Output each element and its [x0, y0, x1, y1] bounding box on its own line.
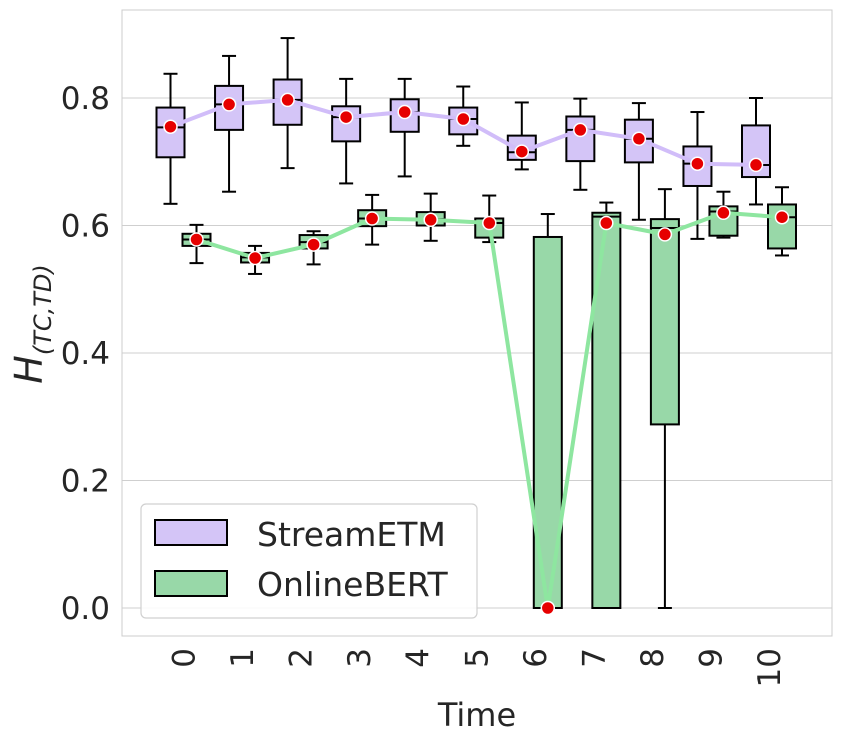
- x-tick-label: 3: [342, 648, 378, 668]
- box-streametm-6: [506, 101, 537, 171]
- x-tick-label: 7: [576, 648, 612, 668]
- mean-marker: [221, 97, 237, 112]
- mean-points-streametm: [163, 92, 764, 173]
- y-tick-label: 0.0: [61, 591, 110, 627]
- box-streametm-1: [214, 54, 245, 193]
- x-tick-label: 10: [752, 648, 788, 687]
- mean-marker: [423, 212, 438, 228]
- legend-swatch-streametm: [154, 519, 228, 546]
- x-tick-label: 5: [459, 648, 495, 668]
- y-axis-title: H(TC,TD): [7, 264, 57, 384]
- mean-marker: [364, 211, 380, 226]
- mean-marker: [716, 205, 731, 221]
- mean-marker: [690, 156, 705, 171]
- mean-marker: [189, 232, 204, 247]
- plot-frame: [121, 9, 833, 637]
- mean-marker: [163, 119, 178, 134]
- y-tick-label: 0.6: [61, 209, 110, 245]
- mean-marker: [774, 209, 790, 225]
- y-axis-ticks: 0.0 0.2 0.4 0.6 0.8: [61, 81, 110, 627]
- box-iqr: [741, 124, 771, 179]
- mean-marker: [247, 250, 263, 266]
- mean-marker: [397, 104, 412, 120]
- plot-area: [155, 37, 797, 616]
- mean-marker: [338, 109, 354, 125]
- mean-points-onlinebert: [189, 205, 790, 616]
- x-tick-label: 1: [225, 648, 261, 668]
- x-axis-ticks: 0 1 2 3 4 5 6 7 8 9 10: [167, 648, 789, 687]
- x-tick-label: 2: [284, 648, 320, 668]
- mean-marker: [482, 215, 497, 231]
- legend-swatch-onlinebert: [154, 570, 228, 597]
- mean-marker: [540, 600, 556, 616]
- x-tick-label: 6: [518, 648, 554, 668]
- box-streametm-0: [155, 72, 186, 205]
- box-streametm-8: [623, 102, 654, 221]
- y-tick-label: 0.2: [61, 464, 110, 500]
- box-streametm-4: [389, 77, 420, 178]
- mean-marker: [514, 144, 530, 159]
- y-tick-label: 0.4: [61, 336, 110, 372]
- svg-text:H(TC,TD): H(TC,TD): [7, 264, 57, 384]
- x-axis-title: Time: [437, 696, 516, 734]
- mean-marker: [306, 237, 321, 252]
- box-streametm-7: [565, 97, 596, 191]
- x-tick-label: 4: [401, 648, 437, 668]
- box-onlinebert-8: [649, 188, 680, 609]
- box-iqr: [591, 211, 622, 609]
- y-tick-label: 0.8: [61, 81, 110, 117]
- box-streametm-3: [331, 77, 362, 185]
- box-streametm-10: [741, 97, 771, 206]
- box-iqr: [649, 218, 680, 426]
- mean-marker: [748, 157, 764, 173]
- x-tick-label: 8: [635, 648, 671, 668]
- mean-marker: [456, 111, 471, 127]
- y-axis-title-subscript: (TC,TD): [29, 264, 57, 355]
- x-tick-label: 9: [693, 648, 729, 668]
- legend: StreamETM OnlineBERT: [140, 503, 478, 619]
- legend-label-streametm: StreamETM: [257, 515, 446, 554]
- mean-marker: [573, 122, 588, 138]
- mean-marker: [280, 92, 295, 108]
- y-axis-title-main: H: [7, 355, 51, 384]
- x-tick-label: 0: [167, 648, 203, 668]
- mean-marker: [657, 227, 673, 242]
- series-boxes-streametm: [155, 37, 771, 240]
- legend-label-onlinebert: OnlineBERT: [257, 565, 448, 604]
- mean-marker: [631, 131, 647, 147]
- box-onlinebert-7: [591, 201, 622, 609]
- mean-marker: [599, 215, 614, 231]
